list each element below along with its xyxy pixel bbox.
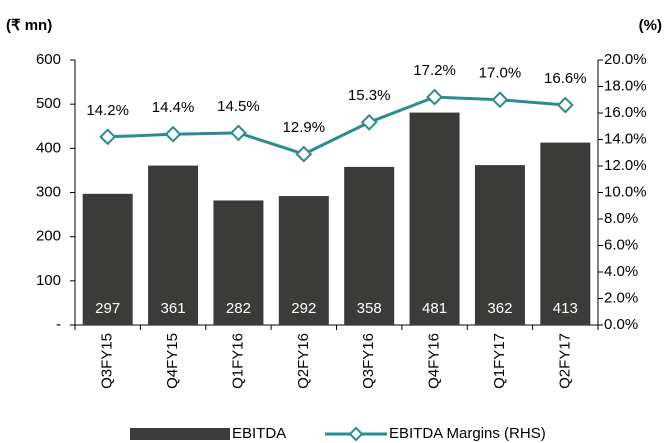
- legend-label: EBITDA: [232, 425, 286, 442]
- line-marker: [426, 88, 443, 106]
- y-tick-label: 200: [36, 228, 61, 245]
- line-value-label: 16.6%: [544, 70, 587, 87]
- y2-tick-label: 16.0%: [604, 104, 647, 121]
- y-tick-label: -: [56, 316, 61, 333]
- legend-swatch: [130, 428, 230, 440]
- x-tick-label: Q1FY17: [491, 333, 508, 389]
- bar: [278, 196, 329, 325]
- y2-tick-label: 2.0%: [604, 289, 638, 306]
- y2-tick-label: 0.0%: [604, 316, 638, 333]
- line-marker: [164, 125, 182, 143]
- y2-axis-label: (%): [639, 17, 662, 34]
- bar-value-label: 292: [291, 300, 316, 317]
- line-value-label: 14.4%: [152, 99, 195, 116]
- legend-label: EBITDA Margins (RHS): [389, 425, 546, 442]
- y2-tick-label: 20.0%: [604, 51, 647, 68]
- y-tick-label: 100: [36, 272, 61, 289]
- y-tick-label: 600: [36, 51, 61, 68]
- line: [107, 95, 566, 156]
- line-marker: [360, 113, 378, 131]
- line-value-label: 15.3%: [348, 87, 391, 104]
- bar: [409, 112, 460, 325]
- bar: [148, 165, 199, 325]
- bar: [540, 142, 591, 325]
- y-tick-label: 500: [36, 95, 61, 112]
- line-marker: [230, 124, 247, 142]
- y2-tick-label: 10.0%: [604, 183, 647, 200]
- line-value-label: 14.2%: [86, 102, 129, 119]
- bar-value-label: 282: [226, 300, 251, 317]
- line-marker: [491, 91, 509, 109]
- y2-tick-label: 4.0%: [604, 263, 638, 280]
- bar: [82, 193, 133, 325]
- bar: [474, 165, 525, 325]
- y-axis-label: (₹ mn): [6, 17, 52, 34]
- bar-value-label: 362: [487, 300, 512, 317]
- y2-tick-label: 6.0%: [604, 236, 638, 253]
- bar-value-label: 297: [95, 300, 120, 317]
- y-tick-label: 400: [36, 139, 61, 156]
- x-tick-label: Q2FY17: [556, 333, 573, 389]
- x-tick-label: Q4FY16: [426, 333, 443, 389]
- y2-tick-label: 8.0%: [604, 210, 638, 227]
- y2-tick-label: 12.0%: [604, 157, 647, 174]
- line-marker: [556, 96, 574, 114]
- bar-value-label: 358: [357, 300, 382, 317]
- bar: [344, 166, 395, 325]
- line-marker: [295, 145, 313, 163]
- legend-marker: [348, 426, 364, 442]
- bar-value-label: 361: [161, 300, 186, 317]
- bar: [213, 200, 264, 325]
- line-value-label: 12.9%: [283, 119, 326, 136]
- x-tick-label: Q2FY16: [295, 333, 312, 389]
- y2-tick-label: 14.0%: [604, 130, 647, 147]
- line-value-label: 17.0%: [479, 65, 522, 82]
- y-tick-label: 300: [36, 183, 61, 200]
- line-value-label: 17.2%: [413, 62, 456, 79]
- line-value-label: 14.5%: [217, 98, 260, 115]
- x-tick-label: Q3FY15: [99, 333, 116, 389]
- bar-value-label: 413: [553, 300, 578, 317]
- line-marker: [99, 128, 117, 146]
- y2-tick-label: 18.0%: [604, 77, 647, 94]
- x-tick-label: Q4FY15: [164, 333, 181, 389]
- x-tick-label: Q3FY16: [360, 333, 377, 389]
- x-tick-label: Q1FY16: [229, 333, 246, 389]
- bar-value-label: 481: [422, 300, 447, 317]
